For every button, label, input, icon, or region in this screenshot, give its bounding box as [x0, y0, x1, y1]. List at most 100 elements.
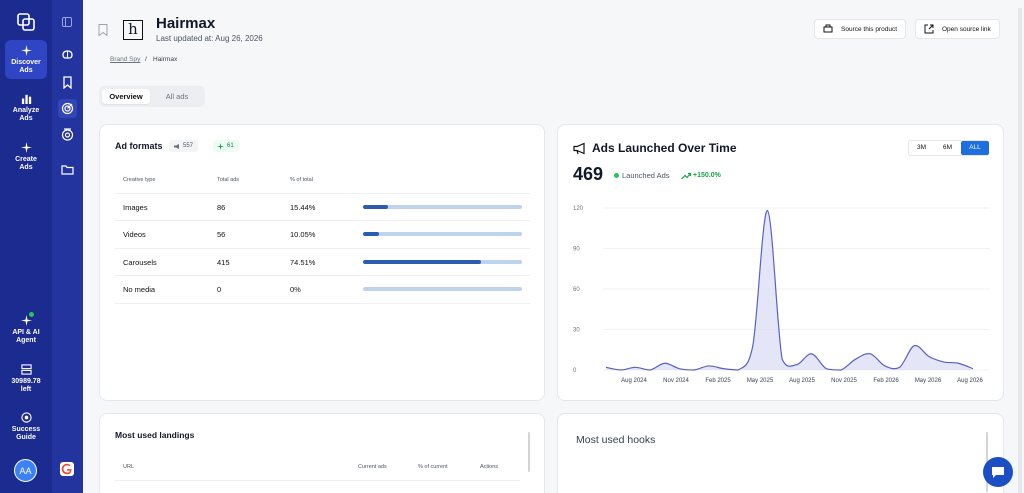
nav-discover-ads[interactable]: Discover Ads [5, 40, 47, 79]
y-tick-label: 120 [573, 206, 584, 212]
last-updated-text: Last updated at: Aug 26, 2026 [156, 34, 263, 43]
percent-of-total: 74.51% [290, 258, 316, 267]
total-ads: 415 [217, 258, 230, 267]
sparkle-icon [20, 142, 32, 153]
x-tick-label: Nov 2024 [663, 378, 689, 384]
y-tick-label: 90 [573, 247, 580, 253]
breadcrumb-brand-spy[interactable]: Brand Spy [110, 56, 141, 63]
nav-label: Ads [19, 164, 33, 171]
row-divider [115, 248, 530, 249]
column-header: % of total [290, 177, 313, 183]
most-used-landings-card: Most used landings URL Current ads % of … [99, 413, 545, 493]
total-ads: 86 [217, 203, 226, 212]
creative-type: Carousels [123, 258, 157, 267]
bar-chart-icon [21, 94, 31, 104]
landings-title: Most used landings [115, 430, 195, 440]
source-product-label: Source this product [841, 25, 898, 33]
nav-api-ai-agent[interactable]: API & AI Agent [5, 310, 47, 348]
scrollbar[interactable] [528, 432, 530, 472]
x-tick-label: Feb 2025 [705, 378, 731, 384]
row-divider [115, 193, 530, 194]
nav-success-guide[interactable]: Success Guide [5, 407, 47, 445]
column-header: Current ads [358, 464, 387, 470]
main-content: h Hairmax Last updated at: Aug 26, 2026 … [83, 0, 1024, 493]
total-ads-count: 557 [183, 143, 194, 149]
y-tick-label: 60 [573, 287, 580, 293]
nav-label: left [20, 386, 32, 393]
tab-overview[interactable]: Overview [102, 89, 150, 104]
column-header: Actions [480, 464, 499, 470]
range-all[interactable]: ALL [961, 141, 989, 155]
x-tick-label: Aug 2025 [789, 378, 815, 384]
megaphone-icon [174, 143, 179, 149]
credits-value: 30989.78 [11, 378, 41, 385]
creative-type: Videos [123, 230, 146, 239]
column-header: Total ads [217, 177, 240, 183]
y-tick-label: 30 [573, 328, 580, 334]
megaphone-icon [573, 142, 585, 155]
legend-label: Launched Ads [622, 171, 670, 180]
nav-create-ads[interactable]: Create Ads [5, 137, 47, 175]
active-ads-pill: 61 [213, 140, 239, 152]
open-source-link-button[interactable]: Open source link [915, 19, 1000, 39]
x-tick-label: May 2026 [915, 378, 942, 384]
growth-percent: +150.0% [693, 172, 721, 179]
ads-launched-title: Ads Launched Over Time [592, 141, 737, 155]
column-header: URL [123, 464, 135, 470]
radar-icon[interactable] [61, 102, 74, 115]
progress-bar [363, 205, 522, 209]
range-3m[interactable]: 3M [916, 144, 927, 151]
brain-icon[interactable] [61, 49, 74, 62]
nav-label: Discover [11, 59, 41, 66]
x-tick-label: Nov 2025 [831, 378, 857, 384]
nav-label: Analyze [12, 107, 40, 114]
x-tick-label: Aug 2026 [957, 378, 983, 384]
external-link-icon [924, 24, 934, 34]
truck-icon [823, 24, 833, 33]
breadcrumb-current: Hairmax [153, 56, 178, 63]
bookmark-icon[interactable] [61, 76, 74, 89]
row-divider [115, 275, 530, 276]
legend-marker [614, 173, 619, 178]
total-ads: 0 [217, 285, 222, 294]
time-range-selector: 3M 6M ALL [908, 140, 989, 156]
creative-type: No media [123, 285, 156, 294]
avatar[interactable]: AA [14, 459, 37, 482]
row-divider [115, 220, 530, 221]
launch-chart: 0 30 60 90 120 Aug 2024 Nov 2024 Feb 2025 May 20… [573, 206, 990, 384]
target-icon[interactable] [61, 128, 74, 141]
progress-bar-fill [363, 260, 482, 264]
sparkle-icon [20, 45, 32, 56]
folders-icon[interactable] [61, 163, 74, 176]
app-logo-icon[interactable] [16, 12, 36, 32]
primary-sidebar: Discover Ads Analyze Ads Create Ads API … [0, 0, 52, 493]
ad-formats-card: Ad formats 557 61 Creative type Total ad… [99, 124, 545, 401]
ad-formats-title: Ad formats [115, 141, 163, 151]
column-header: % of current [418, 464, 448, 470]
nav-credits-left[interactable]: 30989.78 left [5, 359, 47, 397]
nav-analyze-ads[interactable]: Analyze Ads [5, 88, 47, 126]
collapse-sidebar-icon[interactable] [62, 17, 72, 27]
google-icon[interactable] [60, 462, 74, 476]
page-scrollbar[interactable] [1018, 8, 1022, 493]
trend-up-icon [681, 172, 691, 180]
progress-bar-fill [363, 205, 388, 209]
most-used-hooks-card: Most used hooks [557, 413, 1004, 493]
nav-label: API & AI [12, 329, 40, 336]
nav-label: Success [11, 426, 41, 433]
nav-label: Guide [16, 434, 36, 441]
stack-icon [20, 364, 32, 375]
bookmark-icon[interactable] [98, 24, 108, 36]
tab-bar: Overview All ads [99, 86, 205, 107]
range-6m[interactable]: 6M [942, 144, 953, 151]
chat-icon [992, 467, 1004, 478]
sparkle-icon [20, 315, 32, 326]
chat-button[interactable] [983, 457, 1013, 487]
percent-of-total: 0% [290, 285, 301, 294]
progress-bar [363, 287, 522, 291]
tab-all-ads[interactable]: All ads [165, 92, 189, 101]
ads-launched-card: Ads Launched Over Time 3M 6M ALL 469 Lau… [557, 124, 1004, 401]
secondary-sidebar [52, 0, 83, 493]
source-product-button[interactable]: Source this product [814, 19, 907, 39]
page-title: Hairmax [156, 15, 216, 32]
